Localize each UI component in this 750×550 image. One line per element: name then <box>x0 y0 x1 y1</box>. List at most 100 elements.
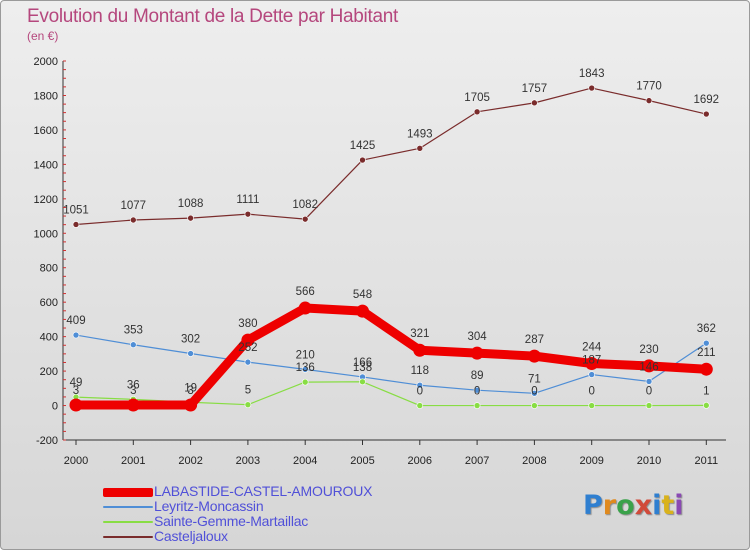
data-label: 36 <box>127 379 140 391</box>
data-label: 166 <box>353 357 372 369</box>
data-point <box>470 346 484 360</box>
y-tick-label: 800 <box>40 263 58 275</box>
data-label: 287 <box>525 334 544 346</box>
data-label: 1082 <box>292 199 318 211</box>
proxiti-logo: Proxiti <box>583 490 684 521</box>
series-line <box>75 87 707 226</box>
data-label: 1757 <box>522 83 548 95</box>
data-label: 211 <box>697 347 715 359</box>
legend-label: LABASTIDE-CASTEL-AMOUROUX <box>154 483 373 499</box>
data-label: 136 <box>296 362 315 374</box>
data-label: 0 <box>474 386 480 398</box>
x-tick-label: 2000 <box>64 455 88 467</box>
data-point <box>702 110 710 118</box>
data-label: 380 <box>238 318 257 330</box>
y-tick-label: 1400 <box>34 159 58 171</box>
data-point <box>416 145 424 152</box>
data-point <box>588 402 596 409</box>
data-point <box>187 214 194 222</box>
x-tick-label: 2008 <box>522 455 546 467</box>
data-point <box>241 333 255 347</box>
data-label: 1051 <box>63 204 89 216</box>
data-point <box>699 362 713 376</box>
data-point <box>126 398 140 412</box>
data-point <box>244 401 252 408</box>
legend-swatch <box>103 506 153 508</box>
data-point <box>531 402 538 409</box>
data-point <box>473 108 481 116</box>
data-label: 353 <box>124 325 143 337</box>
logo-letter: i <box>674 490 684 521</box>
data-label: 1692 <box>694 94 720 106</box>
legend-label: Leyritz-Moncassin <box>154 498 264 514</box>
data-label: 71 <box>528 373 541 385</box>
data-point <box>69 398 83 412</box>
data-label: 304 <box>468 331 488 343</box>
x-tick-label: 2007 <box>465 455 489 467</box>
data-point <box>184 398 198 412</box>
data-point <box>473 402 481 409</box>
data-label: 566 <box>296 286 315 298</box>
logo-letter: P <box>583 490 603 521</box>
data-label: 1088 <box>178 198 204 210</box>
data-label: 3 <box>187 385 193 397</box>
data-label: 1111 <box>236 194 259 206</box>
data-label: 0 <box>588 386 594 398</box>
data-label: 1843 <box>579 68 605 80</box>
legend-swatch <box>103 488 153 497</box>
x-tick-label: 2005 <box>350 455 374 467</box>
data-point <box>702 402 710 409</box>
legend-label: Casteljaloux <box>154 528 228 544</box>
data-point <box>645 97 653 104</box>
data-label: 0 <box>531 386 537 398</box>
data-point <box>359 378 366 386</box>
data-point <box>72 331 80 339</box>
chart-unit: (en €) <box>27 29 59 43</box>
data-point <box>531 99 538 107</box>
x-tick-label: 2002 <box>178 455 202 467</box>
data-label: 146 <box>639 361 658 373</box>
data-point <box>645 402 653 409</box>
x-tick-label: 2006 <box>408 455 432 467</box>
data-point <box>527 349 541 363</box>
data-label: 0 <box>417 386 423 398</box>
data-label: 1770 <box>636 81 662 93</box>
data-point <box>531 390 538 397</box>
data-point <box>588 371 596 378</box>
x-tick-label: 2001 <box>121 455 145 467</box>
data-point <box>359 156 366 164</box>
data-point <box>413 343 427 357</box>
data-label: 548 <box>353 289 372 301</box>
logo-letter: r <box>602 490 617 521</box>
y-tick-label: 2000 <box>34 56 58 68</box>
y-tick-label: 1600 <box>34 125 58 137</box>
data-point <box>473 386 481 394</box>
logo-letter: i <box>652 490 662 521</box>
data-label: 3 <box>130 385 136 397</box>
x-tick-label: 2003 <box>236 455 260 467</box>
data-point <box>301 215 309 223</box>
data-label: 49 <box>70 377 83 389</box>
y-tick-label: 1000 <box>34 228 58 240</box>
legend-swatch <box>103 536 153 538</box>
y-tick-label: 1200 <box>34 194 58 206</box>
data-label: 210 <box>296 349 315 361</box>
x-tick-label: 2009 <box>579 455 603 467</box>
y-tick-label: 400 <box>40 332 58 344</box>
data-label: 3 <box>73 385 79 397</box>
data-point <box>72 221 80 228</box>
y-tick-label: 200 <box>40 366 58 378</box>
data-point <box>416 381 424 389</box>
data-point <box>244 210 252 218</box>
data-label: 1705 <box>464 92 490 104</box>
data-label: 1077 <box>121 200 147 212</box>
chart-title: Evolution du Montant de la Dette par Hab… <box>27 6 398 27</box>
data-label: 230 <box>639 344 658 356</box>
data-point <box>130 341 137 349</box>
data-label: 321 <box>410 328 429 340</box>
y-tick-label: 1800 <box>34 90 58 102</box>
data-label: 89 <box>471 370 484 382</box>
data-label: 138 <box>353 362 372 374</box>
